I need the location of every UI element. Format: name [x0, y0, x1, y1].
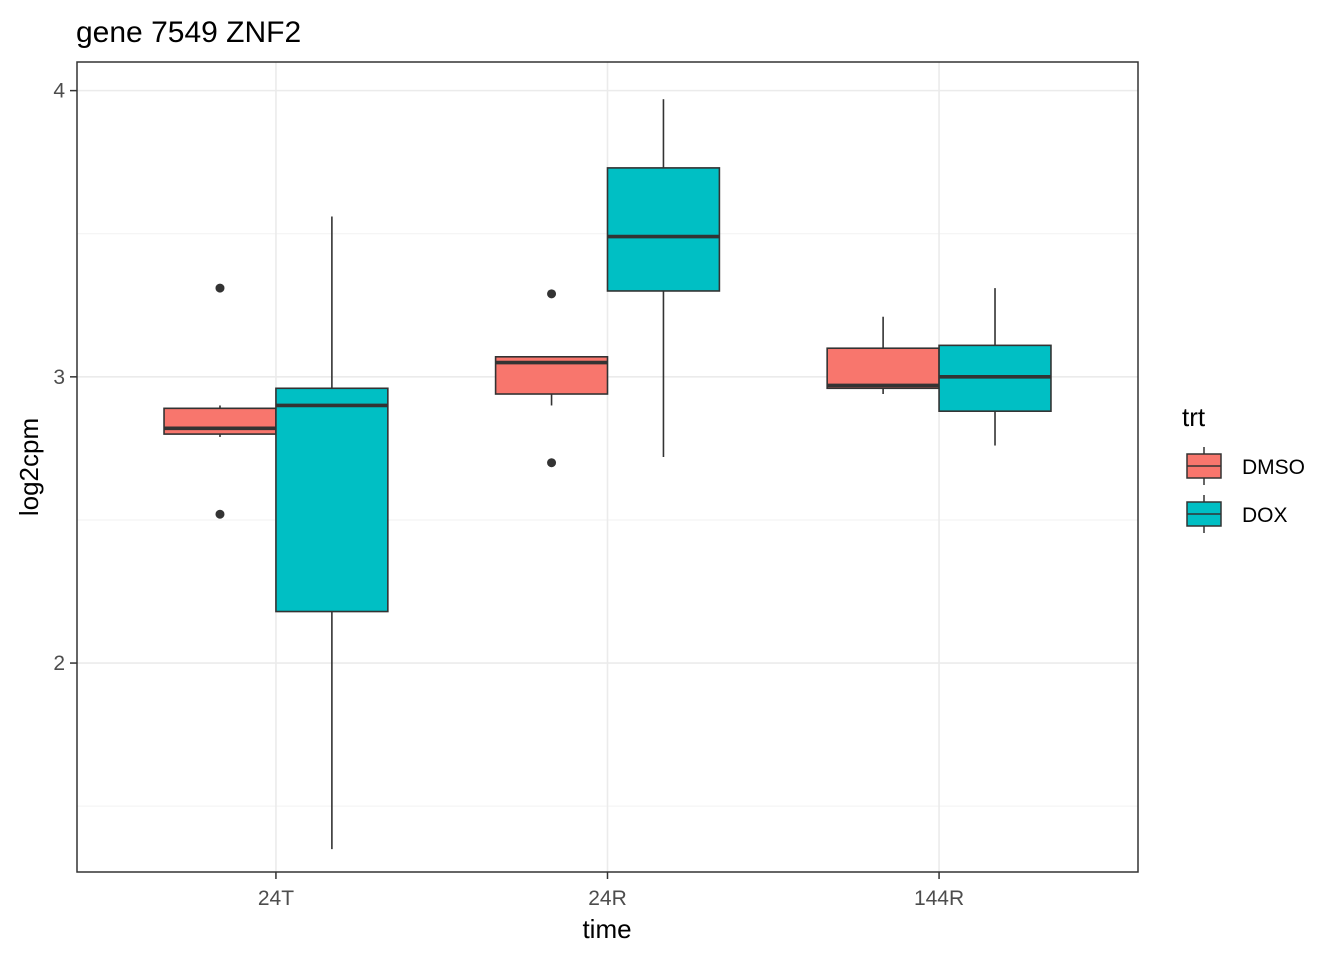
legend-entry-dox: DOX	[1186, 495, 1288, 533]
y-tick-label: 4	[53, 80, 65, 103]
legend-label: DOX	[1242, 504, 1288, 527]
boxes-layer	[163, 99, 1052, 850]
x-tick-label: 24R	[588, 887, 627, 910]
chart-title: gene 7549 ZNF2	[76, 16, 301, 49]
outlier-point	[215, 283, 225, 293]
legend-label: DMSO	[1242, 456, 1305, 479]
legend-entry-dmso: DMSO	[1186, 447, 1305, 485]
legend: trt DMSO DOX	[1182, 402, 1305, 533]
box-body	[606, 167, 721, 292]
x-axis-title: time	[582, 914, 631, 944]
x-tick-label: 24T	[258, 887, 294, 910]
outlier-point	[215, 509, 225, 519]
box-dox-24t	[275, 216, 389, 850]
y-tick-label: 3	[53, 366, 65, 389]
outlier-point	[547, 289, 557, 299]
box-dox-24r	[606, 99, 721, 457]
box-dox-144r	[938, 288, 1052, 446]
y-tick-label: 2	[53, 652, 65, 675]
box-body	[275, 387, 389, 613]
x-axis: 24T 24R 144R	[258, 872, 964, 910]
y-axis: 2 3 4	[53, 80, 77, 675]
box-dmso-24r	[494, 289, 609, 468]
outlier-point	[547, 458, 557, 468]
legend-title: trt	[1182, 402, 1206, 432]
box-body	[163, 407, 277, 435]
y-axis-title: log2cpm	[14, 418, 44, 516]
x-tick-label: 144R	[914, 887, 964, 910]
box-body	[826, 347, 940, 390]
